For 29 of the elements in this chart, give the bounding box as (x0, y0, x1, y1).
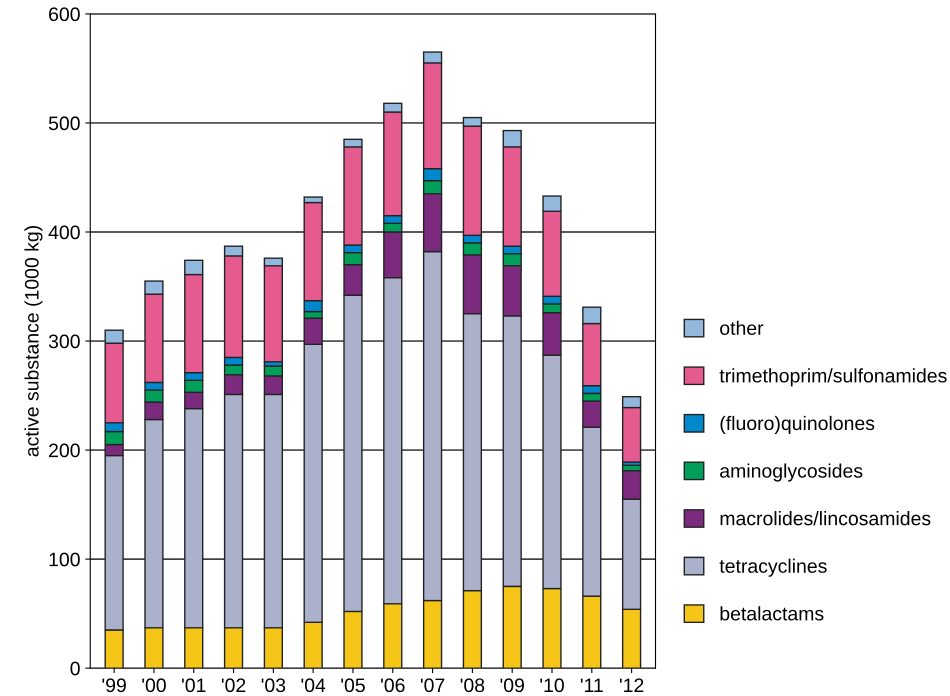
x-tick-label: '11 (580, 678, 603, 692)
x-tick-label: '00 (142, 678, 166, 692)
x-tick-label: '02 (222, 678, 246, 692)
x-tick-label: '04 (301, 678, 326, 692)
x-tick-label: '09 (500, 678, 524, 692)
x-tick-label: '06 (381, 678, 405, 692)
y-axis-title: active substance (1000 kg) (24, 226, 43, 456)
y-tick-label: 0 (70, 662, 80, 676)
y-tick-label: 100 (50, 552, 80, 566)
x-tick-label: '03 (262, 678, 286, 692)
legend-label: (fluoro)quinolones (720, 416, 874, 434)
x-tick-label: '05 (341, 678, 365, 692)
y-tick-label: 400 (48, 225, 80, 240)
y-tick-label: 500 (48, 116, 80, 130)
legend-label: betalactams (720, 606, 824, 621)
x-tick-label: '12 (620, 678, 644, 692)
y-tick-label: 600 (49, 7, 80, 22)
x-tick-label: '08 (460, 678, 484, 692)
y-tick-label: 200 (49, 444, 80, 458)
legend-label: aminoglycosides (720, 463, 862, 482)
legend-label: trimethoprim/sulfonamides (720, 368, 947, 386)
x-tick-label: '01 (182, 678, 206, 692)
x-tick-label: '99 (102, 678, 126, 692)
x-tick-label: '10 (540, 678, 564, 692)
legend-label: macrolides/lincosamides (720, 511, 930, 526)
y-tick-label: 300 (48, 334, 80, 348)
legend-label: tetracyclines (720, 558, 827, 577)
legend-label: other (720, 320, 764, 335)
x-tick-label: '07 (420, 678, 444, 692)
